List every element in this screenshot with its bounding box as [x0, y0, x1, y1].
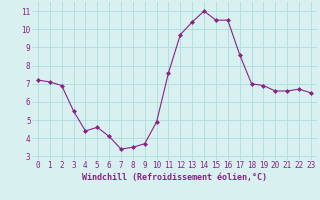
X-axis label: Windchill (Refroidissement éolien,°C): Windchill (Refroidissement éolien,°C): [82, 173, 267, 182]
